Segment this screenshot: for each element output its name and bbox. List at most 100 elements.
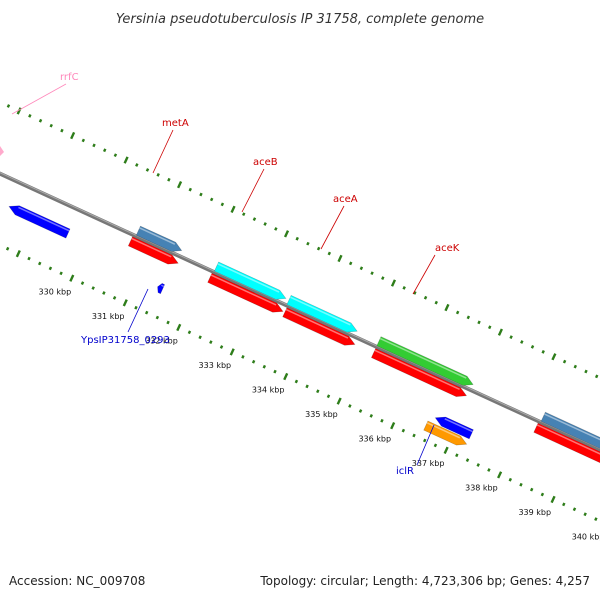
gene-feature-iclR-orange[interactable]	[423, 420, 468, 446]
gene-feature-left-blue[interactable]	[8, 205, 71, 239]
inner-scale-tick	[433, 443, 438, 448]
gene-label: rrfC	[60, 72, 79, 83]
outer-scale-tick	[6, 104, 11, 108]
outer-scale-tick	[348, 261, 353, 266]
backbone-layer	[0, 171, 600, 452]
gene-feature-shine	[536, 424, 600, 455]
leader-line	[320, 205, 345, 250]
outer-scale-tick	[370, 271, 374, 276]
tick-layer: 330 kbp 331 kbp 332 kbp 333 kbp 334 kbp 335 k…	[5, 104, 600, 542]
outer-scale-tick	[573, 364, 578, 369]
outer-scale-tick	[562, 359, 567, 364]
inner-scale-tick	[336, 397, 342, 405]
inner-scale-tick	[594, 517, 598, 521]
inner-scale-tick	[369, 414, 373, 418]
gene-feature-shine	[544, 413, 600, 441]
inner-scale-tick	[91, 286, 95, 290]
inner-scale-tick	[443, 446, 449, 454]
inner-scale-tick	[283, 372, 289, 381]
gene-feature-metA-cds[interactable]	[127, 236, 179, 265]
inner-scale-tick	[529, 487, 534, 492]
inner-scale-tick	[540, 492, 545, 497]
tick-label: 340 kbp	[572, 533, 600, 542]
outer-scale-tick	[49, 123, 53, 128]
inner-scale-tick	[155, 315, 160, 320]
outer-scale-tick	[423, 295, 428, 300]
outer-scale-tick	[466, 315, 471, 320]
gene-label: aceA	[333, 194, 358, 205]
tick-label: 337 kbp	[412, 459, 445, 468]
gene-label: iclR	[396, 466, 414, 477]
inner-scale-tick	[112, 296, 117, 300]
outer-scale-tick	[337, 254, 343, 263]
outer-scale-tick	[209, 197, 214, 202]
inner-scale-tick	[390, 422, 396, 430]
outer-scale-tick	[135, 163, 139, 167]
gene-feature-right-steel[interactable]	[540, 411, 600, 464]
outer-scale-tick	[81, 138, 86, 143]
inner-scale-tick	[262, 364, 267, 369]
outer-scale-tick	[584, 369, 588, 374]
outer-scale-tick	[199, 192, 203, 197]
inner-scale-tick	[380, 418, 384, 423]
inner-scale-tick	[294, 379, 299, 384]
outer-scale-tick	[306, 241, 310, 246]
inner-scale-tick	[358, 409, 363, 413]
tick-label: 332 kbp	[145, 337, 178, 346]
outer-scale-tick	[28, 113, 32, 118]
outer-scale-tick	[70, 131, 76, 140]
outer-scale-tick	[359, 266, 364, 271]
gene-feature-aceA-cds[interactable]	[282, 307, 356, 346]
gene-feature-aceK-green[interactable]	[376, 336, 474, 386]
gene-feature-shine	[18, 206, 70, 232]
rrfC-feature[interactable]	[0, 146, 4, 156]
inner-scale-tick	[455, 453, 459, 458]
map-title: Yersinia pseudotuberculosis IP 31758, co…	[116, 12, 484, 27]
inner-scale-tick	[273, 369, 277, 374]
inner-scale-tick	[401, 428, 406, 433]
inner-scale-tick	[229, 348, 235, 356]
gene-feature-shine	[444, 418, 473, 433]
gene-feature-shine	[379, 337, 467, 379]
outer-scale-tick	[188, 187, 192, 192]
gene-feature-shine	[131, 237, 172, 258]
tick-label: 336 kbp	[358, 435, 391, 444]
outer-scale-tick	[113, 153, 118, 158]
inner-scale-tick	[583, 512, 587, 517]
gene-feature-shine	[374, 349, 460, 391]
outer-scale-tick	[145, 168, 150, 172]
gene-feature-aceB-cds[interactable]	[207, 272, 284, 313]
outer-scale-tick	[509, 335, 513, 339]
gene-feature-aceA-cyan[interactable]	[286, 295, 358, 333]
gene-feature-metA-steel[interactable]	[135, 225, 183, 252]
inner-scale-tick	[423, 438, 427, 443]
gene-feature-ypsip-blue[interactable]	[157, 283, 165, 295]
outer-scale-tick	[123, 156, 129, 164]
outer-scale-tick	[497, 328, 503, 336]
inner-scale-tick	[176, 323, 182, 332]
gene-feature-iclR-blue[interactable]	[434, 416, 474, 440]
gene-feature-shine	[139, 227, 176, 245]
gene-feature-aceK-cds[interactable]	[371, 348, 468, 397]
gene-feature-right-cds[interactable]	[533, 422, 600, 476]
gene-feature-aceB-cyan[interactable]	[214, 261, 287, 300]
outer-scale-tick	[167, 177, 171, 182]
gene-feature-shine	[426, 422, 461, 439]
inner-scale-tick	[187, 330, 192, 335]
inner-scale-tick	[572, 507, 577, 512]
inner-scale-tick	[219, 345, 224, 349]
outer-scale-tick	[390, 279, 397, 287]
inner-scale-tick	[241, 355, 245, 359]
inner-scale-tick	[465, 458, 470, 462]
gene-label: YpsIP31758_0293	[80, 335, 170, 346]
inner-scale-tick	[166, 320, 170, 325]
inner-scale-tick	[251, 359, 256, 364]
leader-line	[416, 424, 435, 466]
inner-scale-tick	[476, 463, 480, 467]
inner-scale-tick	[487, 468, 491, 472]
outer-scale-tick	[60, 128, 64, 133]
tick-label: 334 kbp	[252, 386, 285, 395]
inner-scale-tick	[508, 477, 513, 482]
